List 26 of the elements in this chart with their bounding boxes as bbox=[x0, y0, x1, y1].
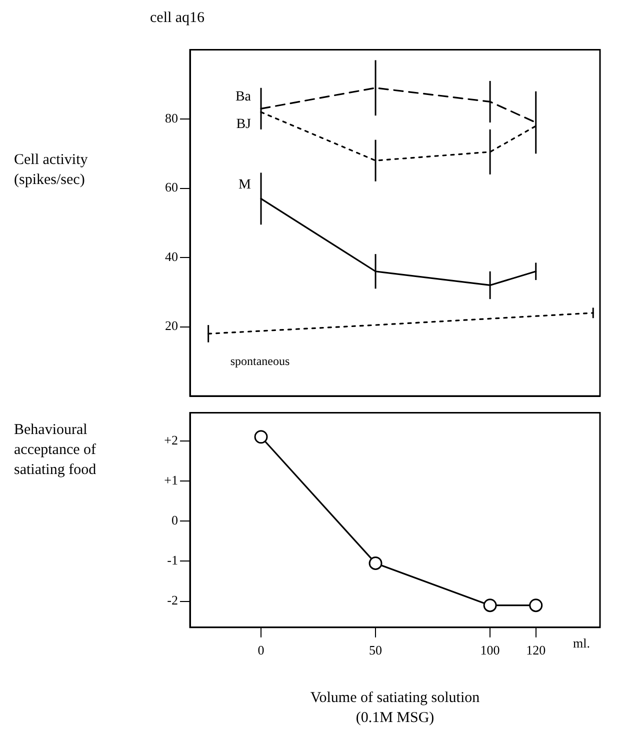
point bbox=[483, 598, 497, 612]
x-tick-label: 50 bbox=[369, 642, 382, 658]
y-tick-label: 60 bbox=[165, 180, 178, 195]
chart-title: cell aq16 bbox=[150, 9, 205, 28]
y-axis-title: Cell activity (spikes/sec) bbox=[14, 151, 89, 190]
x-axis-title: Volume of satiating solution (0.1M MSG) bbox=[309, 689, 481, 728]
point bbox=[254, 430, 268, 444]
x-tick-label: 0 bbox=[258, 642, 264, 658]
point bbox=[529, 598, 543, 612]
point bbox=[368, 556, 382, 570]
series-label: M bbox=[238, 177, 252, 192]
y-tick-label: 80 bbox=[165, 110, 178, 126]
y-tick-label: -2 bbox=[167, 592, 178, 608]
y-tick-label: 40 bbox=[165, 248, 178, 264]
series-label: Ba bbox=[235, 89, 252, 104]
y-tick-label: +2 bbox=[164, 432, 178, 448]
y-axis-title: Behavioural acceptance of satiating food bbox=[14, 421, 98, 480]
y-tick-label: +1 bbox=[164, 472, 178, 488]
series-label: spontaneous bbox=[230, 354, 290, 368]
y-tick-label: 0 bbox=[172, 512, 178, 528]
x-tick-label: 100 bbox=[480, 642, 500, 658]
x-tick-label: 120 bbox=[526, 642, 546, 658]
series-label: BJ bbox=[236, 116, 252, 132]
y-tick-label: 20 bbox=[165, 318, 178, 334]
text: ml. bbox=[573, 635, 590, 650]
y-tick-label: -1 bbox=[167, 552, 178, 568]
